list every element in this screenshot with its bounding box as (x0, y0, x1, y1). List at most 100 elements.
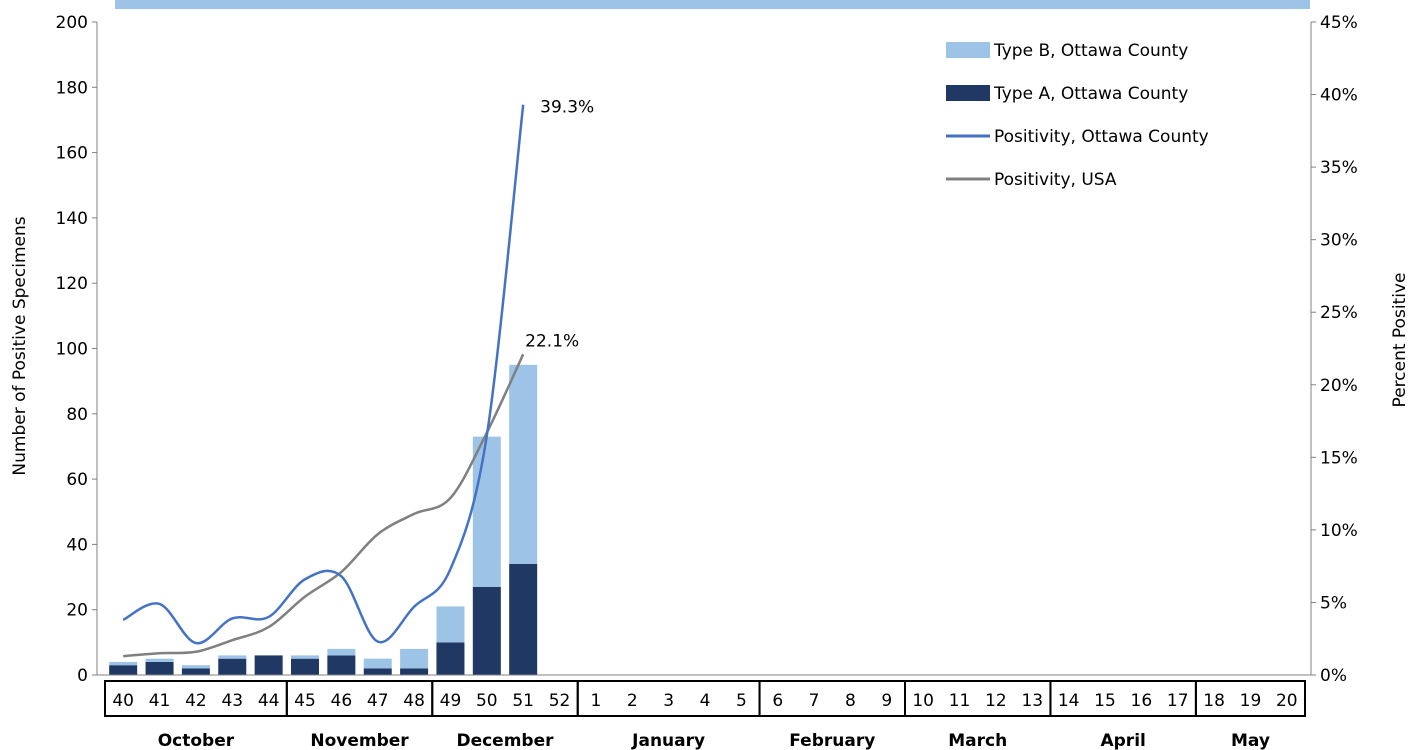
right-tick-label: 0% (1320, 666, 1347, 686)
right-axis: 0% 5% 10% 15% 20% 25% 30% 35% 40% 45% (1310, 13, 1358, 686)
right-tick-label: 5% (1320, 593, 1347, 613)
week-label: 47 (367, 691, 389, 711)
legend-label: Type A, Ottawa County (993, 84, 1188, 104)
bar-type-b (181, 665, 210, 669)
bar-type-a (327, 655, 356, 675)
week-label: 13 (1021, 691, 1043, 711)
month-label: October (158, 731, 235, 750)
week-axis: 40 41 42 43 44 45 46 47 48 49 50 51 52 1 2 3 4 5 6 7 8 9 10 11 1… (104, 680, 1306, 717)
week-label: 18 (1203, 691, 1225, 711)
week-label: 7 (809, 691, 820, 711)
month-label: April (1100, 731, 1145, 750)
week-label: 10 (912, 691, 934, 711)
week-label: 19 (1240, 691, 1262, 711)
bar-type-a (472, 586, 501, 675)
left-axis: 0 20 40 60 80 100 120 140 160 180 200 (56, 13, 98, 686)
line-positivity-ottawa (122, 104, 525, 645)
right-tick-label: 25% (1320, 303, 1358, 323)
bar-series (97, 364, 1311, 676)
right-tick-label: 30% (1320, 231, 1358, 251)
bar-type-b (400, 648, 429, 669)
y-axis-title: Number of Positive Specimens (10, 216, 30, 475)
week-label: 43 (221, 691, 243, 711)
bar-type-b (327, 648, 356, 656)
legend: Type B, Ottawa County Type A, Ottawa Coun… (946, 41, 1209, 190)
right-tick-label: 10% (1320, 521, 1358, 541)
right-tick-label: 20% (1320, 376, 1358, 396)
week-label: 50 (476, 691, 498, 711)
right-tick-label: 45% (1320, 13, 1358, 33)
month-label: November (310, 731, 409, 750)
right-tick-label: 35% (1320, 158, 1358, 178)
week-label: 1 (590, 691, 601, 711)
bar-type-a (254, 655, 283, 675)
week-label: 14 (1058, 691, 1080, 711)
week-label: 42 (185, 691, 207, 711)
left-tick-label: 180 (56, 78, 88, 98)
week-label: 45 (294, 691, 316, 711)
month-label: May (1231, 731, 1270, 750)
left-tick-label: 120 (56, 274, 88, 294)
week-label: 52 (549, 691, 571, 711)
week-label: 46 (331, 691, 353, 711)
month-label: February (789, 731, 875, 750)
week-label: 5 (736, 691, 747, 711)
line-series: 39.3% 22.1% (122, 98, 594, 658)
week-label: 9 (881, 691, 892, 711)
right-tick-label: 15% (1320, 448, 1358, 468)
bar-type-a (109, 665, 138, 675)
legend-label: Type B, Ottawa County (993, 41, 1188, 61)
left-tick-label: 0 (77, 666, 88, 686)
data-label-usa: 22.1% (525, 331, 579, 351)
left-tick-label: 80 (66, 405, 88, 425)
bar-type-b (291, 655, 319, 659)
y2-axis-title: Percent Positive (1390, 273, 1410, 408)
bar-type-b (509, 364, 538, 564)
week-label: 11 (949, 691, 971, 711)
bar-type-a (363, 668, 392, 675)
week-label: 17 (1167, 691, 1189, 711)
left-tick-label: 160 (56, 144, 88, 164)
week-label: 3 (663, 691, 674, 711)
week-label: 4 (700, 691, 711, 711)
left-tick-label: 60 (66, 470, 88, 490)
week-label: 15 (1094, 691, 1116, 711)
left-tick-label: 20 (66, 601, 88, 621)
week-label: 51 (512, 691, 534, 711)
bar-type-a (291, 658, 319, 675)
right-tick-label: 40% (1320, 86, 1358, 106)
legend-label: Positivity, Ottawa County (994, 127, 1209, 147)
week-label: 41 (149, 691, 171, 711)
left-tick-label: 140 (56, 209, 88, 229)
bar-type-a (218, 658, 247, 675)
week-label: 40 (112, 691, 134, 711)
legend-label: Positivity, USA (994, 170, 1117, 190)
bar-type-a (181, 668, 210, 675)
month-labels: October November December January February Ma… (158, 731, 1270, 750)
bar-type-b (218, 655, 247, 659)
bar-type-b (109, 661, 138, 666)
bar-type-b (436, 606, 465, 643)
week-label: 12 (985, 691, 1007, 711)
week-label: 20 (1276, 691, 1298, 711)
week-label: 44 (258, 691, 280, 711)
line-positivity-usa (123, 353, 525, 658)
bar-type-a (400, 668, 429, 675)
bar-type-b (363, 658, 392, 669)
bar-type-a (509, 563, 538, 675)
bar-type-a (436, 642, 465, 675)
month-box (1194, 680, 1306, 717)
title-banner (115, 0, 1310, 9)
month-label: January (631, 731, 705, 750)
bar-type-a (145, 661, 174, 675)
week-label: 48 (403, 691, 425, 711)
month-label: March (948, 731, 1007, 750)
data-label-ottawa: 39.3% (540, 98, 594, 118)
left-tick-label: 100 (56, 340, 88, 360)
bar-type-b (145, 658, 174, 662)
left-tick-label: 40 (66, 535, 88, 555)
legend-swatch (946, 85, 990, 101)
month-label: December (456, 731, 554, 750)
week-label: 2 (627, 691, 638, 711)
week-label: 16 (1131, 691, 1153, 711)
